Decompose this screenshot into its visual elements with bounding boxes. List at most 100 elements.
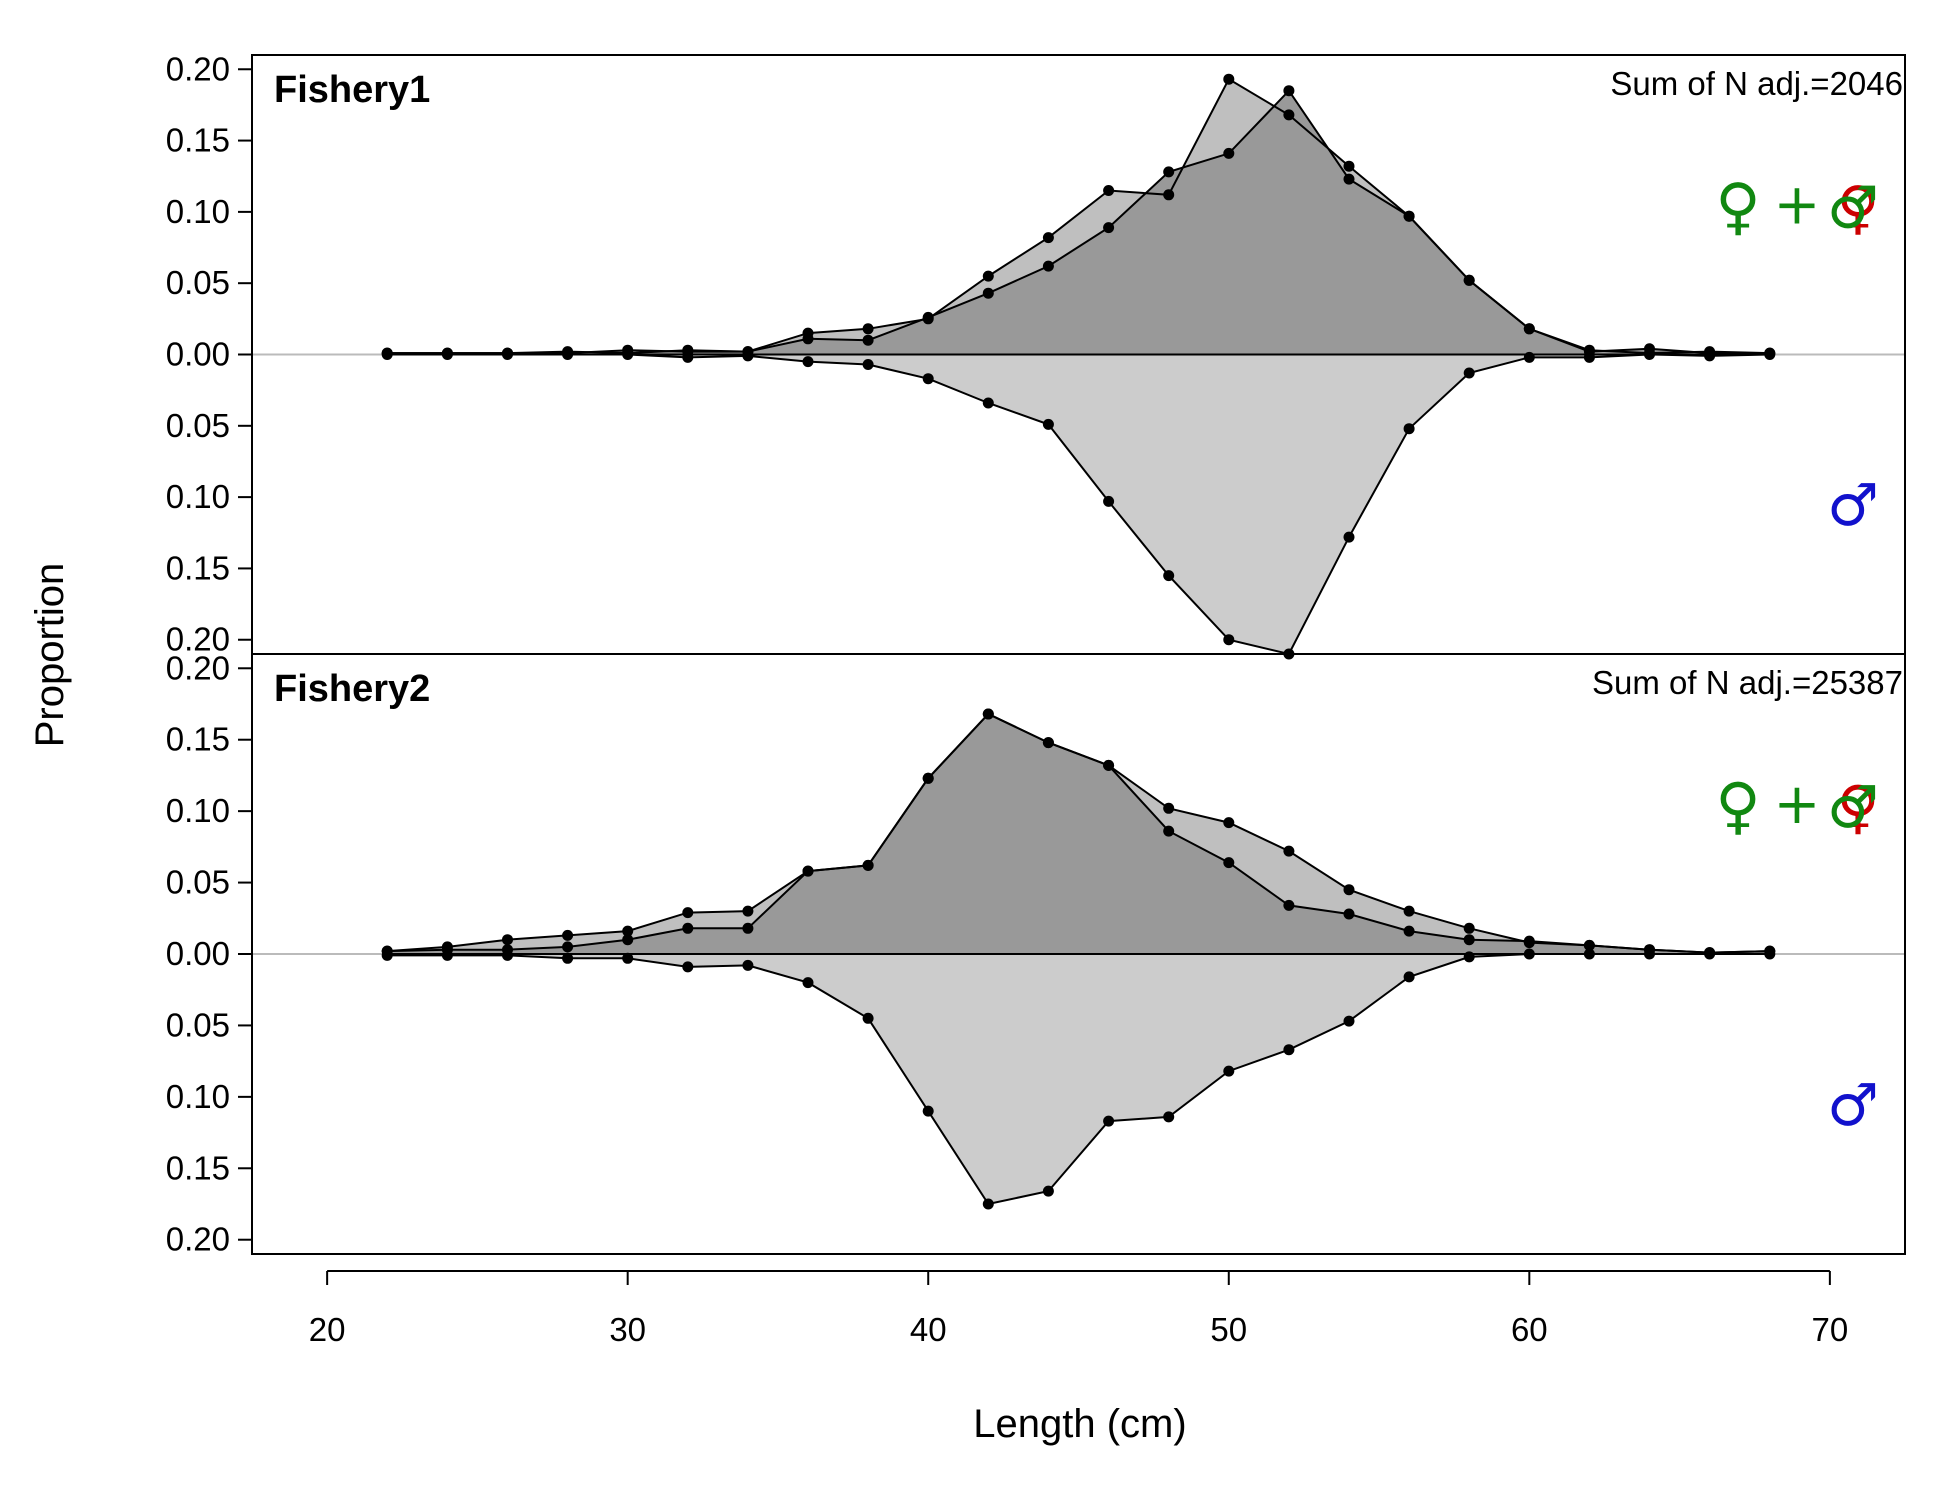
male-point xyxy=(1103,495,1115,507)
y-tick-label: 0.20 xyxy=(166,649,230,686)
male-point xyxy=(682,961,694,973)
male-area xyxy=(387,954,1770,1204)
combined-area xyxy=(387,90,1770,355)
male-point xyxy=(1403,423,1415,435)
y-tick-label: 0.20 xyxy=(166,1221,230,1258)
x-tick-label: 70 xyxy=(1812,1311,1849,1348)
male-point xyxy=(1223,1065,1235,1077)
female-symbol: ♀ xyxy=(1715,769,1760,842)
combined-point xyxy=(1042,260,1054,272)
female-point xyxy=(502,934,513,946)
combined-point xyxy=(1403,925,1415,937)
male-point xyxy=(1223,634,1235,646)
male-point xyxy=(1583,948,1595,960)
female-point xyxy=(1403,905,1415,917)
combined-point xyxy=(562,941,574,953)
combined-male-symbol: ♂ xyxy=(1827,773,1879,841)
plus-symbol: + xyxy=(1774,173,1821,238)
male-point xyxy=(1163,570,1175,582)
combined-point xyxy=(862,334,874,346)
female-point xyxy=(1223,817,1235,829)
male-point xyxy=(562,952,574,964)
combined-point xyxy=(1463,274,1475,286)
male-point xyxy=(1042,1185,1054,1197)
male-point xyxy=(742,350,754,362)
x-axis-title: Length (cm) xyxy=(973,1402,1186,1446)
male-point xyxy=(381,949,393,961)
combined-point xyxy=(1103,759,1115,771)
male-point xyxy=(922,373,934,385)
y-tick-label: 0.05 xyxy=(166,864,230,901)
panel-1: 0.20 0.15 0.10 0.05 0.00 0.05 0.10 0.15 0.20 Fish… xyxy=(166,50,1906,660)
male-line xyxy=(387,353,1770,656)
y-tick-label: 0.15 xyxy=(166,549,230,586)
male-point xyxy=(441,349,453,360)
combined-point xyxy=(802,333,814,345)
male-point xyxy=(1283,1044,1295,1056)
male-point xyxy=(1042,418,1054,430)
female-point xyxy=(1163,802,1175,814)
combined-point xyxy=(742,922,754,934)
panel-2: 0.20 0.15 0.10 0.05 0.00 0.05 0.10 0.15 0.20 Fish… xyxy=(166,649,1906,1258)
male-point xyxy=(1343,531,1355,543)
female-point xyxy=(1283,109,1295,121)
female-point xyxy=(682,907,694,919)
combined-point xyxy=(862,859,874,871)
y-tick-label: 0.10 xyxy=(166,193,230,230)
combined-point xyxy=(1163,166,1175,178)
female-point xyxy=(1283,845,1295,857)
female-point xyxy=(862,323,874,335)
combined-point xyxy=(1223,857,1235,869)
male-point xyxy=(862,359,874,370)
female-point xyxy=(1042,232,1054,244)
male-point xyxy=(1343,1015,1355,1027)
male-point xyxy=(1644,948,1655,960)
female-point xyxy=(1343,160,1355,172)
y-tick-label: 0.15 xyxy=(166,122,230,159)
combined-point xyxy=(622,934,634,946)
combined-point xyxy=(1463,934,1475,946)
combined-point xyxy=(1042,737,1054,749)
female-point xyxy=(1343,884,1355,896)
male-point xyxy=(1163,1111,1175,1123)
combined-point xyxy=(1583,939,1595,951)
combined-point xyxy=(1103,222,1115,234)
male-point xyxy=(622,349,634,360)
axis-layer: 20 30 40 50 60 70 xyxy=(309,1270,1849,1348)
combined-area xyxy=(387,714,1770,954)
male-point xyxy=(922,1105,934,1117)
male-point xyxy=(982,397,994,409)
female-point xyxy=(562,929,574,941)
male-point xyxy=(982,1198,994,1210)
female-symbol: ♀ xyxy=(1715,170,1760,243)
panels-layer: 0.20 0.15 0.10 0.05 0.00 0.05 0.10 0.15 0.20 Fish… xyxy=(166,50,1906,1258)
female-point xyxy=(742,905,754,917)
female-point xyxy=(622,925,634,937)
male-point xyxy=(1103,1115,1115,1127)
male-symbol: ♂ xyxy=(1827,471,1879,539)
male-point xyxy=(1523,351,1535,363)
male-line xyxy=(387,953,1770,1206)
y-tick-label: 0.20 xyxy=(166,50,230,87)
y-tick-label: 0.15 xyxy=(166,721,230,758)
male-point xyxy=(1764,349,1776,360)
x-tick-label: 60 xyxy=(1511,1311,1548,1348)
male-point xyxy=(1463,367,1475,379)
x-tick-label: 20 xyxy=(309,1311,346,1348)
male-point xyxy=(502,949,513,961)
panel-note: Sum of N adj.=2046 xyxy=(1610,65,1903,102)
y-tick-label: 0.05 xyxy=(166,1006,230,1043)
male-point xyxy=(381,349,393,360)
combined-point xyxy=(1343,173,1355,185)
combined-point xyxy=(1283,85,1295,97)
male-point xyxy=(802,356,814,368)
male-symbol: ♂ xyxy=(1827,1071,1879,1139)
x-tick-label: 50 xyxy=(1210,1311,1247,1348)
y-tick-label: 0.00 xyxy=(166,935,230,972)
y-tick-label: 0.00 xyxy=(166,336,230,373)
male-point xyxy=(1644,349,1655,360)
male-point xyxy=(622,952,634,964)
male-point xyxy=(1704,350,1716,362)
male-point xyxy=(1764,948,1776,960)
